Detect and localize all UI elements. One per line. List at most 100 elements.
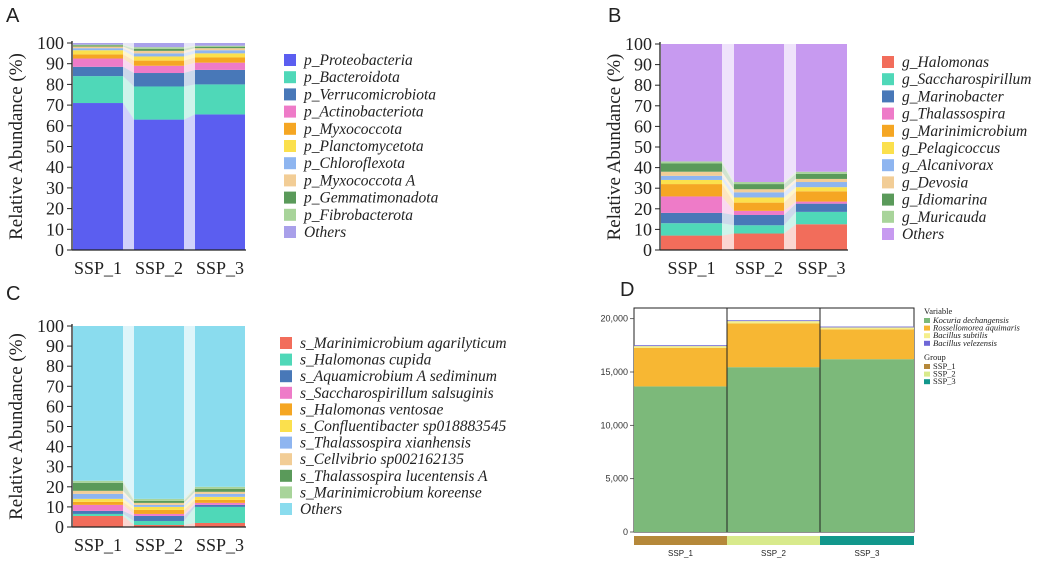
legend-label: s_Saccharospirillum salsuginis — [300, 385, 494, 402]
bar-segment-ssp_2-5 — [134, 506, 184, 510]
legend-swatch — [882, 210, 894, 223]
link-band-1-9 — [123, 480, 134, 501]
legend-swatch — [284, 88, 296, 101]
y-axis-title: Relative Abundance (%) — [6, 333, 27, 520]
link-band-1-6 — [123, 48, 134, 57]
legend-swatch — [924, 333, 930, 339]
link-band-2-6 — [184, 50, 195, 57]
bar-segment-ssp_2-7 — [134, 502, 184, 505]
bar-segment-ssp_2-4 — [734, 202, 784, 211]
link-band-2-0 — [184, 522, 195, 527]
bar-segment-ssp_3-4 — [796, 191, 847, 202]
y-tick-label: 60 — [634, 116, 652, 136]
link-band-2-8 — [184, 488, 195, 503]
bar-segment-ssp_3-5 — [796, 187, 847, 192]
bar-segment-ssp_1-9 — [661, 161, 722, 164]
bar-segment-ssp_3-8 — [796, 173, 847, 179]
y-tick-label: 10,000 — [600, 420, 628, 430]
legend-swatch — [924, 340, 930, 346]
link-band-1-10 — [123, 43, 134, 48]
legend-swatch — [284, 122, 296, 135]
legend-label: s_Confluentibacter sp018883545 — [300, 418, 506, 435]
chart-b: Relative Abundance (%) 010203040506070809… — [604, 34, 1031, 278]
y-tick-label: 10 — [46, 497, 64, 517]
bar-segment-ssp_1-4 — [661, 184, 722, 197]
link-band-2-0 — [784, 224, 796, 250]
link-band-2-10 — [184, 43, 195, 48]
bar-segment-ssp_3-6 — [195, 50, 245, 54]
chart-d: SSP_1 SSP_2 SSP_305,00010,00015,00020,000V… — [600, 306, 1020, 558]
legend-swatch — [280, 403, 292, 416]
bar-segment-ssp_3-8 — [195, 46, 245, 49]
bar-segment-ssp_3-9 — [195, 486, 245, 489]
bar-segment-ssp_1-3 — [73, 504, 123, 511]
link-band-2-7 — [784, 178, 796, 193]
legend-label: SSP_1 — [933, 361, 956, 371]
legend-label: s_Cellvibrio sp002162135 — [300, 451, 464, 468]
y-tick-label: 100 — [625, 34, 652, 54]
bar-segment-ssp_2-9 — [734, 182, 784, 185]
bar-segment-ssp_2-7 — [734, 189, 784, 193]
y-tick-label: 20 — [46, 199, 64, 219]
bar-segment-ssp_3-3 — [796, 201, 847, 204]
bar-segment-ssp_1-9 — [73, 480, 123, 483]
legend-swatch — [284, 157, 296, 170]
bar-segment-ssp_2-6 — [134, 504, 184, 507]
bar-segment-ssp_1-1 — [634, 348, 727, 387]
bar-segment-ssp_2-2 — [734, 214, 784, 226]
panel-label-a: A — [6, 5, 20, 27]
y-tick-label: 100 — [37, 33, 64, 53]
x-tick-label: SSP_1 — [668, 549, 693, 558]
bar-segment-ssp_1-6 — [73, 493, 123, 499]
legend-label: g_Marinimicrobium — [902, 123, 1027, 140]
bar-segment-ssp_1-0 — [634, 386, 727, 532]
legend-label: p_Myxococcota — [303, 121, 402, 138]
legend-swatch — [284, 54, 296, 66]
link-band-2-2 — [184, 69, 195, 87]
bar-segment-ssp_2-8 — [134, 500, 184, 503]
bar-segment-ssp_3-0 — [195, 522, 245, 527]
y-tick-label: 20,000 — [600, 314, 628, 324]
bar-segment-ssp_3-4 — [195, 57, 245, 63]
legend-swatch — [882, 73, 894, 86]
link-band-1-4 — [722, 184, 734, 211]
legend-swatch — [284, 105, 296, 118]
legend-group-title: Group — [924, 352, 946, 362]
group-strip — [727, 536, 820, 545]
legend-label: p_Planctomycetota — [303, 138, 424, 155]
y-tick-label: 30 — [46, 178, 64, 198]
legend-label: Others — [304, 224, 346, 241]
link-band-1-4 — [123, 54, 134, 66]
legend-label: s_Thalassospira xianhensis — [300, 435, 471, 452]
bar-segment-ssp_3-5 — [195, 53, 245, 58]
bar-segment-ssp_1-0 — [661, 235, 722, 250]
link-band-1-7 — [123, 490, 134, 505]
legend-label: Rossellomorea aquimaris — [932, 323, 1021, 333]
x-tick-label: SSP_3 — [196, 535, 244, 555]
link-band-2-3 — [184, 62, 195, 74]
legend-swatch — [284, 174, 296, 187]
x-tick-label: SSP_2 — [135, 258, 183, 278]
link-band-2-9 — [784, 171, 796, 185]
legend-swatch — [284, 140, 296, 152]
legend-swatch — [882, 56, 894, 68]
bar-segment-ssp_2-5 — [134, 56, 184, 61]
y-tick-label: 5,000 — [605, 474, 628, 484]
y-tick-label: 60 — [46, 116, 64, 136]
group-strip — [820, 536, 914, 545]
bar-segment-ssp_3-10 — [195, 43, 245, 46]
x-tick-label: SSP_1 — [74, 258, 122, 278]
y-tick-label: 50 — [46, 137, 64, 157]
bar-segment-ssp_2-3 — [727, 320, 820, 322]
y-axis-title: Relative Abundance (%) — [6, 53, 27, 240]
bar-segment-ssp_1-7 — [73, 46, 123, 49]
legend-title: Variable — [924, 306, 953, 316]
y-tick-label: 80 — [46, 356, 64, 376]
legend-swatch — [924, 364, 930, 369]
bar-segment-ssp_3-7 — [195, 48, 245, 51]
link-band-1-7 — [123, 46, 134, 54]
legend-label: g_Devosia — [902, 174, 969, 191]
link-band-1-3 — [123, 58, 134, 74]
legend-swatch — [280, 486, 292, 499]
y-tick-label: 90 — [46, 336, 64, 356]
